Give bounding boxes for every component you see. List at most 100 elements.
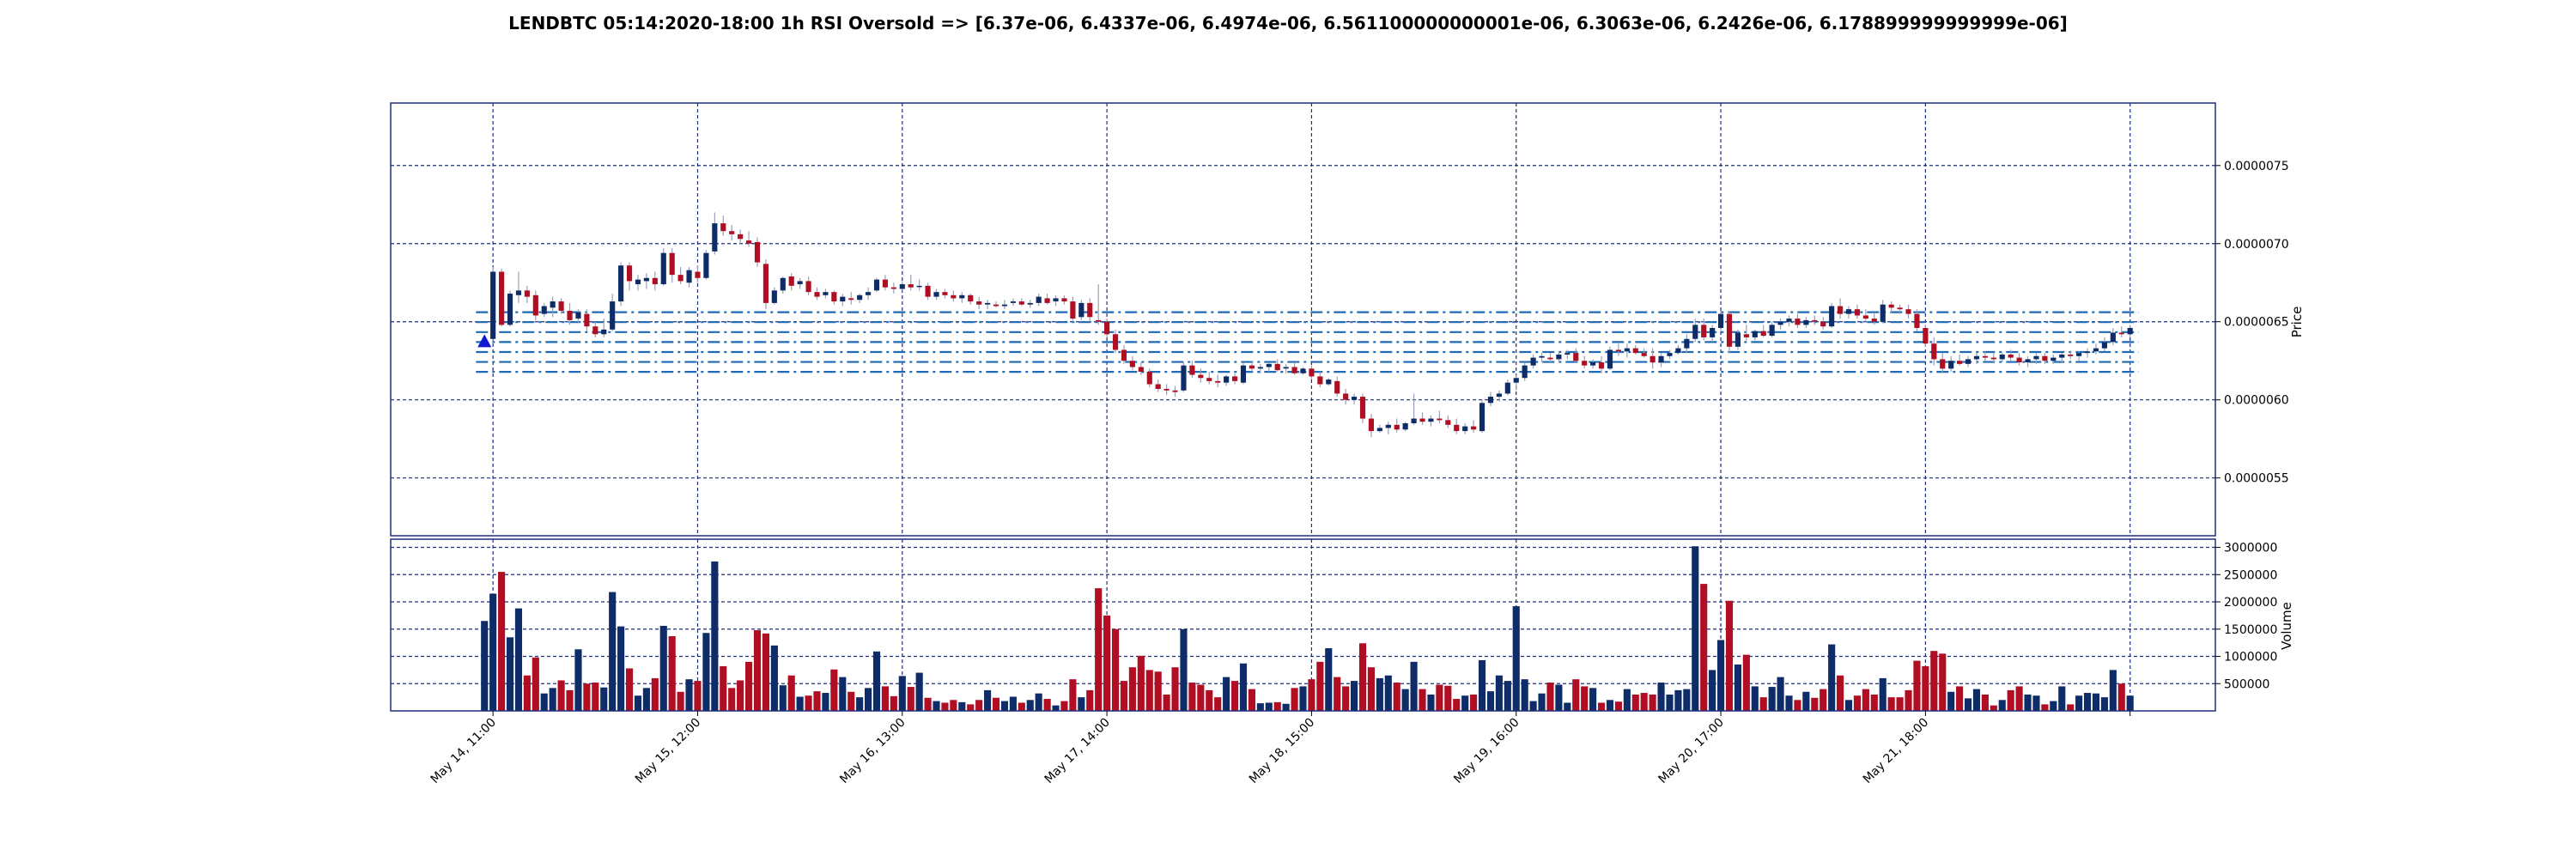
volume-bar-down	[1614, 701, 1622, 711]
volume-bar-up	[1478, 659, 1486, 711]
candle-down	[2118, 332, 2124, 335]
candle-down	[677, 275, 683, 282]
volume-bar-down	[1291, 688, 1298, 711]
volume-bar-up	[1947, 691, 1955, 711]
volume-bar-up	[2024, 694, 2032, 711]
candle-up	[1564, 353, 1571, 355]
volume-bar-up	[1802, 691, 1810, 711]
volume-bar-down	[762, 633, 769, 711]
volume-bar-up	[2050, 701, 2057, 711]
volume-bar-down	[1811, 697, 1819, 711]
volume-bar-up	[1486, 691, 1495, 711]
candle-up	[2101, 342, 2107, 349]
volume-bar-down	[1334, 677, 1341, 711]
candle-up	[1717, 313, 1724, 329]
volume-bar-down	[1742, 654, 1750, 711]
volume-bar-up	[506, 637, 514, 711]
volume-bar-up	[2126, 695, 2134, 711]
volume-bar-down	[1640, 693, 1648, 711]
axes-frames	[390, 102, 2216, 712]
volume-bar-up	[1964, 698, 1972, 711]
volume-bar-down	[1759, 697, 1767, 711]
volume-bar-down	[1470, 694, 1478, 711]
candle-down	[1615, 349, 1621, 352]
volume-bar-up	[796, 696, 804, 711]
volume-bar-up	[2100, 697, 2108, 711]
candle-up	[1376, 428, 1382, 432]
volume-bar-up	[1623, 689, 1631, 711]
candle-down	[814, 292, 820, 297]
volume-bar-down	[1171, 667, 1179, 711]
candle-up	[1300, 368, 1306, 373]
candles	[482, 212, 2133, 438]
volume-bar-down	[1137, 655, 1145, 711]
candle-up	[2093, 348, 2099, 352]
candle-down	[1649, 355, 1656, 363]
candle-down	[1096, 319, 1102, 322]
volume-bar-up	[2083, 693, 2092, 711]
volume-bar-down	[1700, 584, 1708, 711]
candle-down	[1957, 361, 1963, 364]
candle-down	[2068, 354, 2074, 356]
candle-down	[1163, 388, 1170, 391]
volume-bar-down	[787, 675, 795, 711]
price-axes-frame	[390, 102, 2216, 537]
candle-down	[968, 294, 974, 302]
volume-bar-down	[1111, 628, 1120, 711]
volume-bar-down	[592, 682, 599, 711]
candle-down	[1198, 374, 1204, 379]
candle-down	[788, 276, 794, 286]
volume-bar-down	[532, 657, 539, 711]
candle-up	[1010, 301, 1016, 303]
volume-bar-down	[2041, 704, 2049, 711]
candle-up	[873, 279, 880, 291]
volume-bar-down	[1930, 651, 1938, 711]
candle-up	[1496, 393, 1502, 398]
volume-bar-up	[1777, 677, 1784, 711]
volume-bar-down	[1444, 685, 1452, 711]
candle-up	[686, 270, 692, 283]
volume-bar-down	[992, 697, 1000, 711]
candle-up	[635, 279, 641, 285]
candle-up	[1181, 365, 1187, 391]
candle-down	[1394, 424, 1400, 430]
candle-down	[890, 287, 896, 289]
volume-bar-up	[2075, 695, 2083, 711]
candle-down	[1905, 309, 1911, 314]
candle-up	[618, 265, 624, 302]
volume-bar-up	[822, 693, 829, 711]
volume-bar-down	[2007, 689, 2014, 711]
candle-down	[2008, 354, 2014, 358]
candle-up	[1266, 363, 1272, 367]
candle-up	[575, 312, 581, 319]
candle-up	[1735, 332, 1741, 347]
candle-up	[2059, 354, 2065, 358]
volume-bar-down	[557, 680, 565, 711]
volume-bar-up	[600, 687, 608, 711]
volume-bar-down	[1419, 689, 1426, 711]
volume-bar-up	[1282, 703, 1290, 711]
candle-down	[1206, 378, 1212, 381]
candle-down	[1437, 418, 1443, 421]
volume-bar-down	[625, 668, 634, 711]
candle-down	[1274, 363, 1280, 371]
volume-bar-up	[1512, 606, 1520, 711]
volume-bar-down	[1546, 682, 1554, 711]
candle-up	[601, 329, 607, 335]
candle-down	[745, 240, 752, 244]
candle-down	[1743, 334, 1749, 337]
candle-down	[1249, 365, 1255, 369]
candle-down	[993, 304, 999, 307]
volume-bar-down	[668, 636, 676, 711]
candle-down	[1044, 298, 1050, 303]
candle-down	[720, 223, 726, 232]
volume-bar-up	[1239, 663, 1248, 711]
volume-bar-up	[865, 688, 872, 711]
candle-down	[532, 294, 538, 316]
volume-bar-down	[1230, 681, 1239, 711]
candle-up	[933, 292, 939, 297]
volume-bar-down	[1069, 679, 1077, 711]
volume-bar-down	[1870, 694, 1878, 711]
volume-bar-down	[907, 687, 914, 711]
volume-bar-down	[2067, 704, 2075, 711]
